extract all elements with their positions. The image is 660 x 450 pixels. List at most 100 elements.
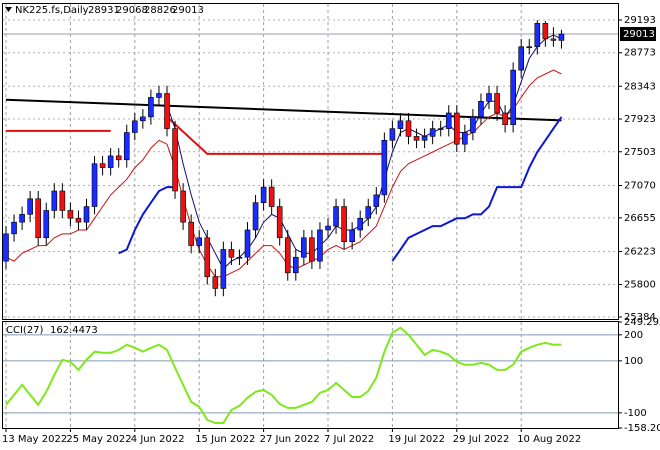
candle-body	[526, 46, 533, 49]
candle-body	[196, 237, 202, 246]
y-tick-label: 25384	[624, 312, 656, 323]
candle-body	[99, 163, 106, 168]
y-tick-label: 27070	[624, 181, 656, 192]
y-tick-label: -100	[624, 408, 647, 419]
candle-body	[550, 38, 557, 41]
candle-body	[140, 116, 146, 122]
x-tick-label: 13 May 2022	[2, 434, 67, 445]
moving-average	[391, 116, 563, 262]
candle-body	[317, 229, 323, 262]
candle-body	[453, 112, 460, 145]
candle-body	[301, 237, 307, 258]
candle-body	[421, 136, 428, 141]
candle-body	[172, 128, 178, 192]
candle-body	[83, 206, 90, 223]
candle-body	[260, 186, 267, 203]
drawn-line	[166, 116, 385, 155]
candle-body	[59, 190, 66, 211]
ohlc-high: 29068	[116, 5, 148, 16]
x-tick-label: 29 Jul 2022	[453, 434, 510, 445]
y-tick-label: 26223	[624, 247, 656, 258]
menu-arrow[interactable]	[5, 7, 12, 12]
x-tick-label: 10 Aug 2022	[517, 434, 581, 445]
ohlc-low: 28826	[144, 5, 176, 16]
price-pane	[2, 3, 619, 320]
candle-body	[43, 210, 50, 239]
y-tick-label: 29193	[624, 15, 656, 26]
candle-body	[252, 202, 259, 231]
x-tick-label: 4 Jun 2022	[131, 434, 185, 445]
candle-body	[309, 237, 315, 262]
y-tick-label: 25800	[624, 280, 656, 291]
candle-body	[494, 93, 500, 114]
candle-body	[381, 139, 388, 196]
candle-body	[284, 237, 291, 274]
candle-body	[349, 229, 355, 242]
candle-body	[180, 190, 186, 223]
candle-body	[365, 206, 372, 219]
candle-body	[156, 93, 162, 98]
candle-body	[276, 206, 283, 239]
candle-body	[91, 163, 98, 207]
cci-value: 162.4473	[50, 325, 98, 336]
y-tick-label: 200	[624, 330, 643, 341]
candle-body	[470, 116, 476, 133]
cci-line	[5, 326, 562, 424]
candle-body	[558, 33, 565, 41]
ohlc-close: 29013	[172, 5, 204, 16]
y-tick-label: 28343	[624, 81, 656, 92]
x-tick-label: 27 Jun 2022	[260, 434, 320, 445]
y-tick-label: 27923	[624, 114, 656, 125]
candle-body	[132, 120, 138, 133]
candle-body	[292, 256, 299, 274]
cci-pane	[2, 321, 619, 429]
candle-body	[3, 233, 9, 262]
candle-body	[373, 194, 380, 207]
last-price-label: 29013	[623, 29, 655, 40]
y-tick-label: 26655	[624, 213, 656, 224]
candle-body	[357, 217, 364, 231]
candle-body	[220, 249, 227, 289]
candle-body	[429, 128, 436, 137]
moving-average	[118, 186, 176, 255]
ohlc-open: 28931	[88, 5, 120, 16]
candle-body	[405, 120, 412, 137]
candle-body	[204, 237, 211, 278]
candle-body	[542, 23, 549, 40]
x-tick-label: 25 May 2022	[66, 434, 131, 445]
candle-body	[11, 221, 17, 235]
candle-body	[35, 198, 42, 239]
y-tick-label: 28773	[624, 48, 656, 59]
candle-body	[123, 132, 130, 161]
y-tick-label: 249.2925	[624, 317, 660, 328]
candle-body	[437, 128, 444, 130]
candle-body	[27, 198, 33, 215]
candle-body	[19, 214, 25, 223]
candle-body	[502, 112, 508, 125]
cci-title: CCI(27)	[6, 325, 44, 336]
candle-body	[397, 120, 404, 129]
candle-body	[341, 206, 347, 242]
moving-average	[5, 69, 562, 278]
candle-body	[236, 256, 243, 259]
candle-body	[325, 225, 331, 231]
candle-body	[333, 206, 339, 227]
candle-body	[518, 46, 525, 71]
candle-body	[478, 101, 484, 118]
y-tick-label: 27503	[624, 147, 656, 158]
candle-body	[244, 229, 251, 258]
candle-body	[534, 23, 541, 48]
candle-body	[115, 155, 122, 161]
drawn-line	[5, 98, 562, 122]
last-price-box	[620, 27, 656, 42]
candle-body	[510, 69, 516, 125]
symbol-title: NK225.fs,Daily	[15, 5, 89, 16]
candle-body	[462, 132, 468, 145]
y-tick-label: -158.206	[624, 423, 660, 434]
candle-body	[164, 93, 170, 129]
candle-body	[413, 136, 420, 141]
candle-body	[51, 190, 58, 211]
candle-body	[486, 93, 492, 102]
